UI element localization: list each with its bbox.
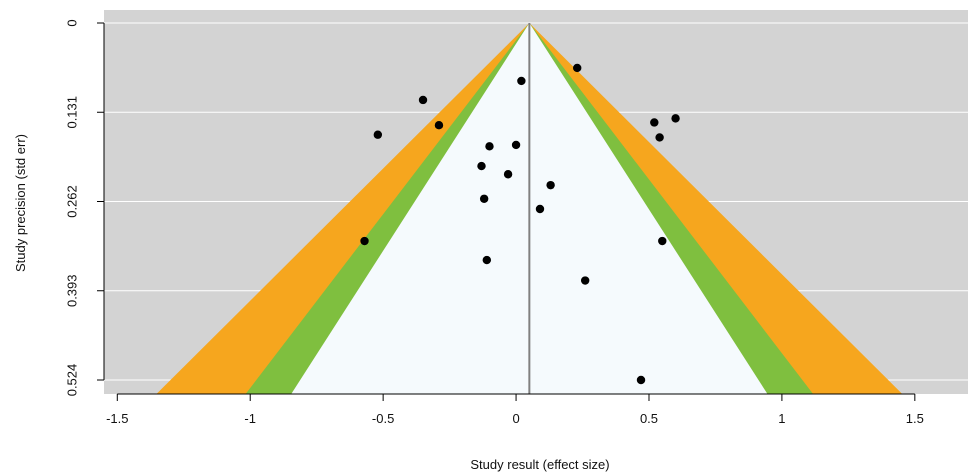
data-point-15 [535,204,545,214]
data-point-11 [477,161,486,171]
y-tick-label-0: 0 [65,19,80,26]
data-point-18 [482,255,492,265]
x-tick-label-5: 1 [778,411,785,426]
data-point-19 [580,276,590,285]
data-point-8 [655,133,664,142]
data-point-14 [479,194,489,203]
y-tick-label-4: 0.524 [65,364,80,397]
x-tick-label-4: 0.5 [640,411,658,426]
y-tick-label-2: 0.262 [65,185,80,218]
data-points [360,63,680,385]
x-tick-label-1: -1 [244,411,256,426]
data-point-6 [434,120,444,130]
x-axis-ticks: -1.5 -1 -0.5 0 0.5 1 1.5 [106,394,924,426]
data-point-7 [373,130,383,139]
x-tick-label-2: -0.5 [372,411,394,426]
x-tick-label-6: 1.5 [906,411,924,426]
x-axis-title: Study result (effect size) [470,457,609,472]
data-point-4 [671,114,680,123]
data-point-9 [485,142,494,151]
y-axis-title: Study precision (std err) [13,134,28,272]
y-tick-label-3: 0.393 [65,274,80,307]
y-axis-ticks: 0 0.131 0.262 0.393 0.524 [65,19,104,397]
data-point-16 [360,236,369,246]
x-tick-label-3: 0 [512,411,519,426]
data-point-5 [650,118,659,127]
data-point-17 [658,236,667,246]
data-point-13 [546,180,555,190]
x-tick-label-0: -1.5 [106,411,128,426]
data-point-20 [636,375,646,385]
y-tick-label-1: 0.131 [65,96,80,129]
data-point-3 [418,95,428,105]
data-point-2 [517,76,526,86]
data-point-12 [503,170,513,179]
data-point-10 [511,140,521,150]
data-point-1 [573,63,582,73]
